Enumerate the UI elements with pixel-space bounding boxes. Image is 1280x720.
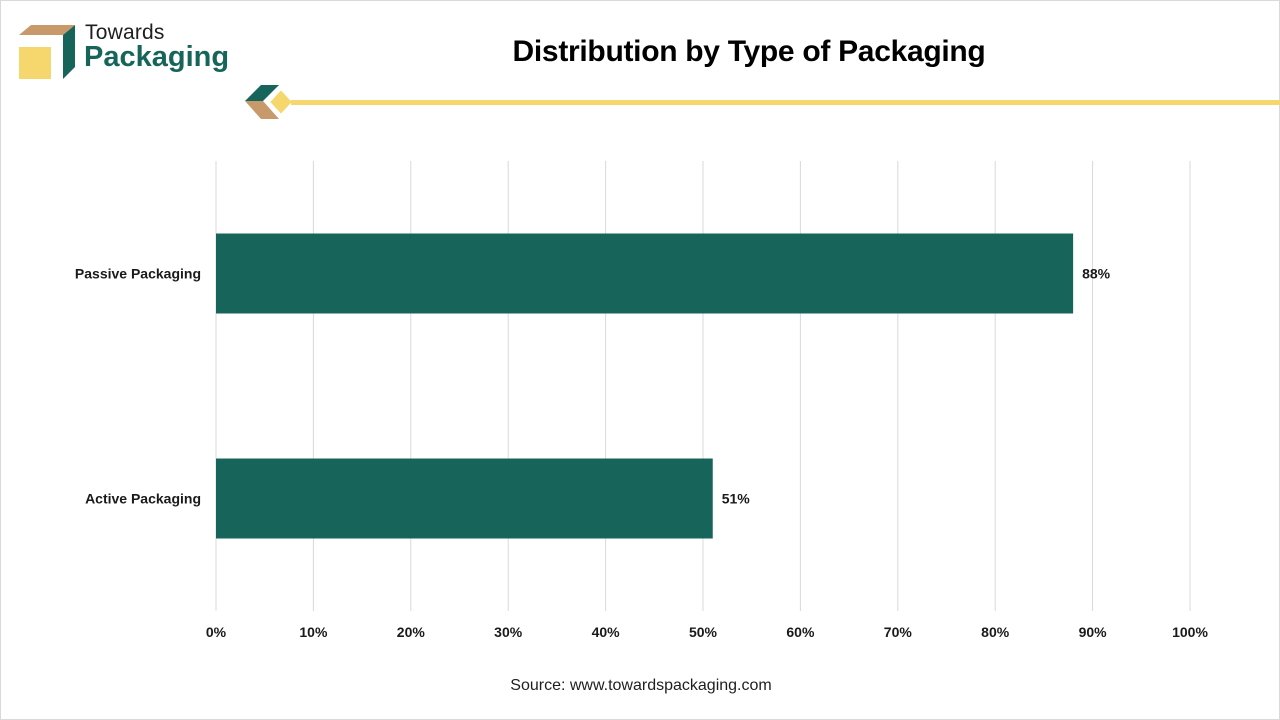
- brand-name-top: Towards: [85, 21, 165, 44]
- x-tick-label: 80%: [981, 624, 1010, 640]
- data-label: 88%: [1082, 266, 1111, 282]
- data-label: 51%: [722, 491, 751, 507]
- category-label: Passive Packaging: [75, 266, 201, 282]
- category-label: Active Packaging: [85, 491, 201, 507]
- x-tick-label: 0%: [206, 624, 227, 640]
- divider-chevron-bottom-icon: [245, 101, 279, 119]
- x-tick-label: 40%: [592, 624, 621, 640]
- x-tick-label: 90%: [1079, 624, 1108, 640]
- category-labels: Passive Packaging Active Packaging: [75, 266, 201, 507]
- x-tick-label: 10%: [299, 624, 328, 640]
- brand-name-bottom: Packaging: [84, 41, 230, 73]
- bars: [216, 233, 1074, 539]
- x-tick-label: 20%: [397, 624, 426, 640]
- x-axis-ticks: 0% 10% 20% 30% 40% 50% 60% 70% 80% 90% 100%: [206, 624, 1209, 640]
- bar-active-packaging: [216, 458, 713, 539]
- bar-passive-packaging: [216, 233, 1074, 314]
- divider-chevron-top-icon: [245, 85, 279, 101]
- x-tick-label: 50%: [689, 624, 718, 640]
- x-tick-label: 60%: [786, 624, 815, 640]
- source-note: Source: www.towardspackaging.com: [510, 677, 772, 694]
- brand-logo: Towards Packaging: [17, 21, 237, 85]
- divider-diamond-icon: [267, 87, 295, 117]
- divider-line: [291, 100, 1280, 105]
- grid-lines: [215, 161, 1191, 611]
- box-logo-icon: [19, 25, 75, 79]
- title-divider: [245, 85, 1280, 119]
- x-tick-label: 70%: [884, 624, 913, 640]
- data-labels: 88% 51%: [722, 266, 1111, 507]
- x-tick-label: 30%: [494, 624, 523, 640]
- x-tick-label: 100%: [1172, 624, 1208, 640]
- chart-title: Distribution by Type of Packaging: [512, 35, 986, 68]
